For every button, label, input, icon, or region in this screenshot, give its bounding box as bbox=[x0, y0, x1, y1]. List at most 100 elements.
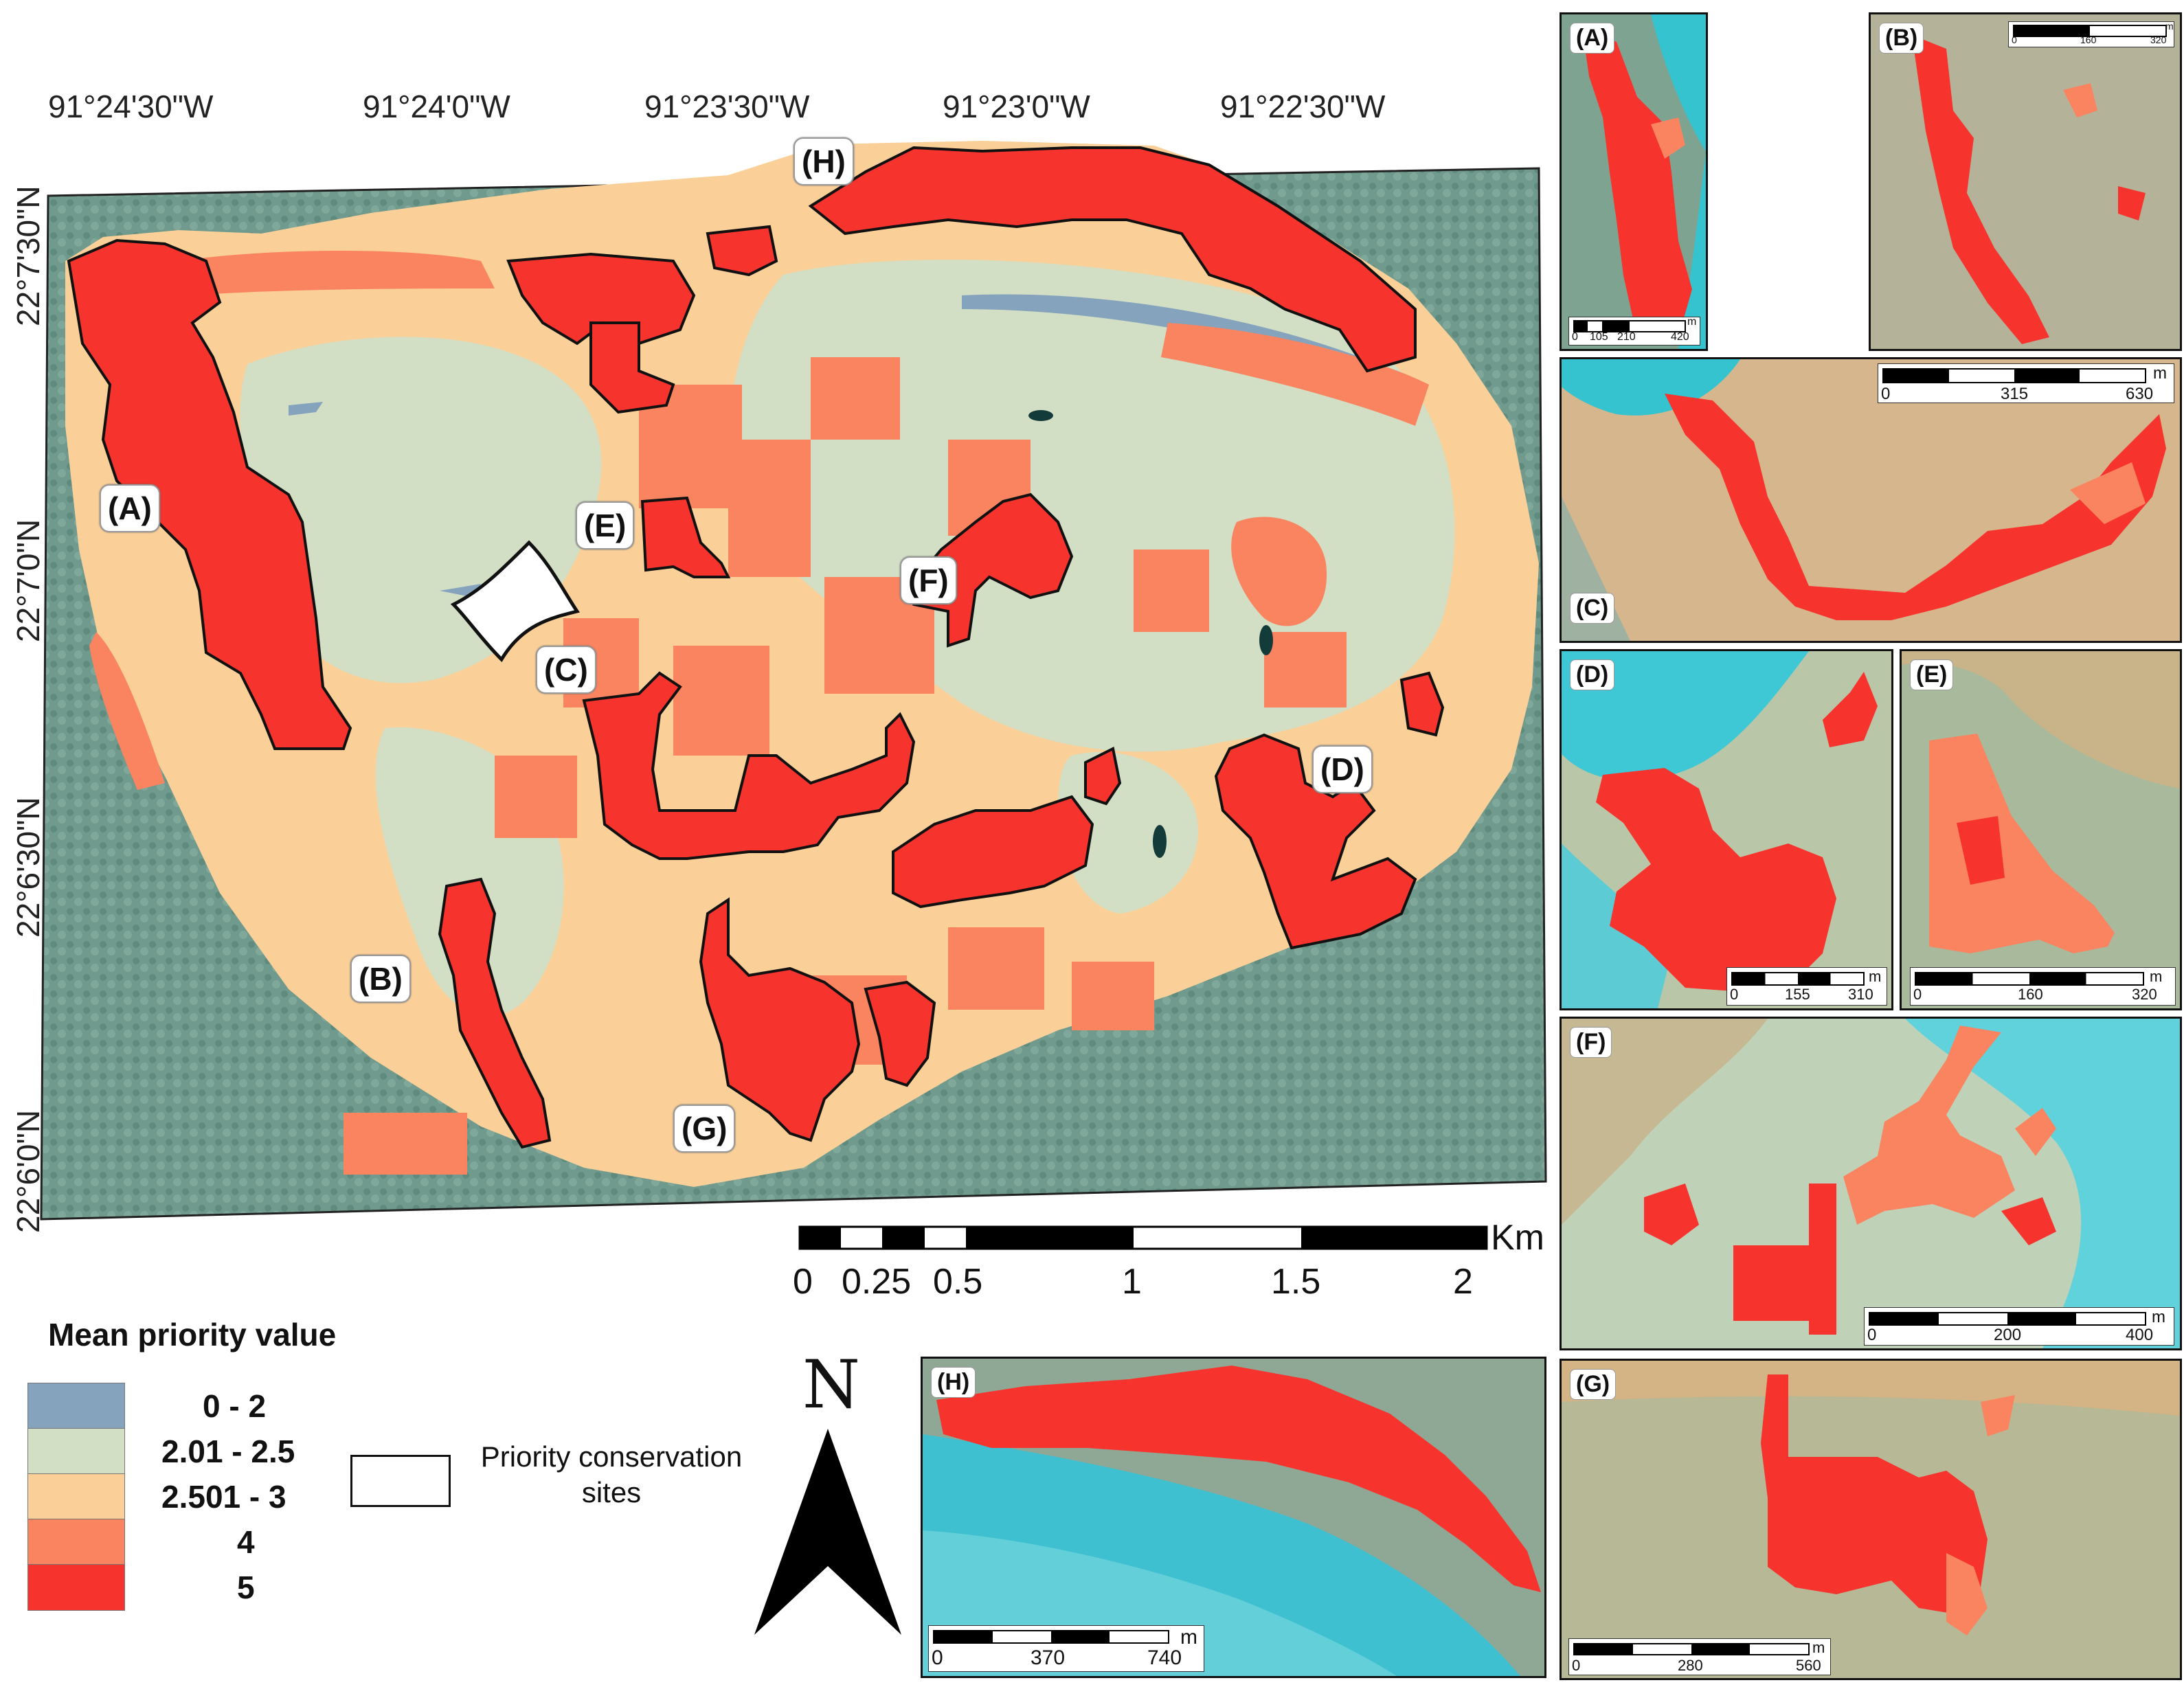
scale-tick: 320 bbox=[2150, 34, 2167, 45]
scale-tick: 0 bbox=[1730, 986, 1739, 1003]
inset-e-image bbox=[1902, 651, 2180, 953]
inset-h: (H) 0 370 740 m bbox=[921, 1357, 1546, 1678]
callout-site-f[interactable]: (F) bbox=[900, 556, 957, 604]
legend-label: 5 bbox=[237, 1570, 255, 1605]
scale-bar-graphic bbox=[1869, 1312, 2146, 1326]
scale-tick: 315 bbox=[2001, 385, 2029, 403]
site-f bbox=[905, 492, 1074, 648]
inset-b-scale: 0 160 320 m bbox=[2008, 21, 2174, 47]
legend-label: 2.501 - 3 bbox=[161, 1479, 286, 1515]
scale-tick: 160 bbox=[2080, 34, 2097, 45]
scale-tick: 0 bbox=[1867, 1326, 1877, 1344]
priority-raster-map bbox=[40, 141, 1547, 1221]
callout-site-c[interactable]: (C) bbox=[536, 646, 596, 694]
legend-outline-label: Priority conservation sites bbox=[480, 1440, 743, 1508]
site-c bbox=[582, 671, 916, 860]
inset-h-scale: 0 370 740 m bbox=[928, 1625, 1204, 1672]
inset-b-image bbox=[1912, 35, 2146, 344]
inset-f-image bbox=[1562, 1019, 2180, 1348]
scale-tick: 200 bbox=[1994, 1326, 2022, 1344]
scale-unit: m bbox=[2152, 1308, 2165, 1326]
scale-tick: 155 bbox=[1785, 986, 1810, 1003]
inset-label: (A) bbox=[1570, 23, 1615, 54]
inset-d-image bbox=[1562, 651, 1878, 1008]
scale-unit: m bbox=[1687, 316, 1697, 328]
scale-unit: m bbox=[1812, 1639, 1825, 1656]
class-0-2-area bbox=[962, 294, 1360, 371]
scale-unit: m bbox=[1869, 968, 1882, 985]
site-d bbox=[1214, 733, 1417, 950]
north-label: N bbox=[802, 1346, 860, 1423]
site-a bbox=[67, 238, 352, 750]
inset-label: (B) bbox=[1879, 23, 1924, 54]
priority-conservation-sites bbox=[67, 146, 1445, 1149]
legend-label: 4 bbox=[237, 1524, 255, 1560]
scale-bar-graphic bbox=[1882, 368, 2146, 383]
scale-unit: m bbox=[2153, 364, 2167, 383]
scale-tick: 0 bbox=[2012, 34, 2017, 45]
scale-bar-graphic bbox=[1915, 972, 2144, 986]
inset-label: (D) bbox=[1570, 659, 1615, 690]
inset-a: (A) 0 105 210 420 m bbox=[1560, 12, 1708, 351]
legend: Mean priority value 0 - 2 2.01 - 2.5 2.5… bbox=[27, 1312, 756, 1642]
scale-tick: 400 bbox=[2126, 1326, 2154, 1344]
main-scale-bar: 0 0.25 0.5 1 1.5 2 Km bbox=[790, 1218, 1553, 1319]
inset-g-scale: 0 280 560 m bbox=[1568, 1638, 1831, 1675]
scale-tick: 2 bbox=[1453, 1262, 1473, 1302]
callout-site-a[interactable]: (A) bbox=[100, 484, 160, 532]
callout-site-e[interactable]: (E) bbox=[576, 501, 635, 550]
scale-tick: 0 bbox=[1572, 331, 1578, 343]
scale-tick: 560 bbox=[1796, 1657, 1821, 1674]
inset-label: (G) bbox=[1570, 1369, 1617, 1400]
scale-tick: 105 bbox=[1590, 331, 1608, 343]
inset-d: (D) 0 155 310 m bbox=[1560, 649, 1893, 1010]
callout-site-b[interactable]: (B) bbox=[350, 955, 411, 1003]
legend-label: 2.01 - 2.5 bbox=[161, 1434, 295, 1469]
scale-tick: 1.5 bbox=[1271, 1262, 1321, 1302]
north-arrow: N bbox=[749, 1346, 907, 1662]
inset-g: (G) 0 280 560 m bbox=[1560, 1359, 2182, 1680]
scale-bar-graphic bbox=[798, 1225, 1488, 1250]
scale-tick: 0 bbox=[1881, 385, 1891, 403]
inset-b: (B) 0 160 320 m bbox=[1869, 12, 2182, 351]
scale-tick: 160 bbox=[2018, 986, 2043, 1003]
legend-swatch-2.5-3 bbox=[27, 1473, 125, 1520]
callout-site-g[interactable]: (G) bbox=[673, 1105, 736, 1153]
inset-c: (C) 0 315 630 m bbox=[1560, 357, 2182, 643]
inset-label: (C) bbox=[1570, 593, 1615, 624]
scale-unit: m bbox=[1180, 1626, 1197, 1649]
scale-tick: 310 bbox=[1848, 986, 1873, 1003]
legend-title: Mean priority value bbox=[48, 1317, 337, 1352]
scale-bar-graphic bbox=[933, 1630, 1169, 1644]
scale-unit: m bbox=[2165, 21, 2174, 32]
site-b bbox=[438, 877, 552, 1149]
inset-a-image bbox=[1582, 14, 1706, 349]
scale-tick: 210 bbox=[1617, 331, 1636, 343]
lon-label: 91°22'30"W bbox=[1220, 89, 1386, 124]
inset-a-scale: 0 105 210 420 m bbox=[1568, 316, 1700, 346]
legend-swatch-0-2 bbox=[27, 1383, 125, 1429]
legend-swatch-5 bbox=[27, 1564, 125, 1611]
inset-e-scale: 0 160 320 m bbox=[1910, 967, 2176, 1006]
inset-label: (E) bbox=[1910, 659, 1954, 690]
inset-d-scale: 0 155 310 m bbox=[1726, 967, 1887, 1006]
class-4-patches bbox=[89, 251, 1429, 1175]
inset-f: (F) 0 200 400 m bbox=[1560, 1017, 2182, 1350]
callout-site-h[interactable]: (H) bbox=[793, 137, 854, 185]
scale-tick: 420 bbox=[1671, 331, 1689, 343]
scale-unit: Km bbox=[1491, 1218, 1544, 1258]
scale-tick: 0.5 bbox=[933, 1262, 983, 1302]
lon-label: 91°24'30"W bbox=[48, 89, 214, 124]
site-g bbox=[699, 897, 861, 1142]
scale-tick: 0.25 bbox=[842, 1262, 912, 1302]
callout-site-d[interactable]: (D) bbox=[1312, 745, 1373, 793]
lon-label: 91°23'30"W bbox=[644, 89, 810, 124]
scale-unit: m bbox=[2150, 968, 2163, 985]
inset-c-scale: 0 315 630 m bbox=[1878, 363, 2174, 403]
scale-tick: 0 bbox=[1913, 986, 1922, 1003]
scale-bar-graphic bbox=[1731, 972, 1865, 986]
legend-swatch-2-2.5 bbox=[27, 1428, 125, 1475]
site-h bbox=[808, 146, 1417, 373]
legend-outline-swatch bbox=[350, 1455, 451, 1507]
inset-label: (F) bbox=[1570, 1027, 1612, 1058]
